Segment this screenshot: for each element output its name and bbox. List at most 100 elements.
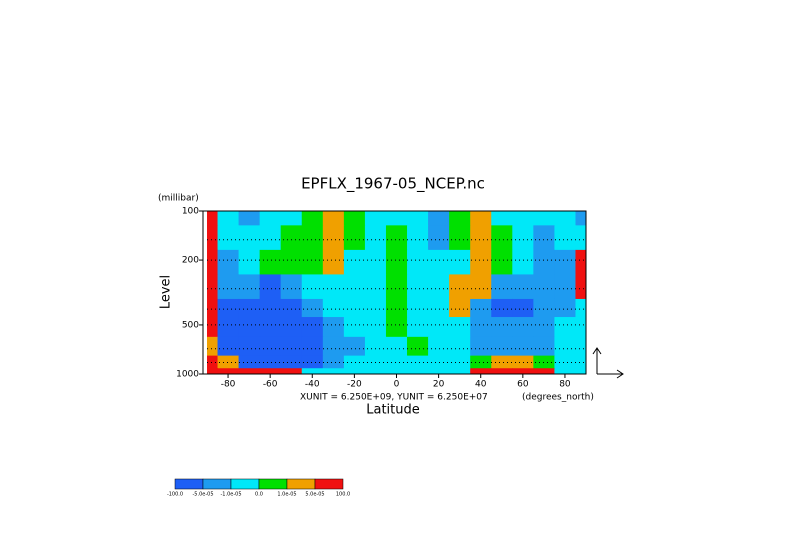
y-units: (millibar) xyxy=(158,194,199,204)
contour-cell xyxy=(385,249,408,275)
x-tick-label: -20 xyxy=(347,380,362,390)
contour-cell xyxy=(407,355,429,369)
contour-cell xyxy=(207,211,219,226)
contour-cell xyxy=(238,249,261,275)
contour-cell xyxy=(364,317,387,338)
contour-cell xyxy=(238,355,261,369)
contour-cell xyxy=(491,368,513,375)
contour-cell xyxy=(575,368,587,375)
contour-cell xyxy=(280,249,303,275)
contour-cell xyxy=(491,298,513,318)
contour-cell xyxy=(217,368,240,375)
contour-cell xyxy=(364,274,387,300)
contour-cell xyxy=(533,274,555,300)
contour-cell xyxy=(343,211,366,226)
contour-cell xyxy=(491,355,513,369)
contour-cell xyxy=(512,211,534,226)
contour-cell xyxy=(512,368,534,375)
contour-cell xyxy=(554,274,576,300)
contour-cell xyxy=(554,298,576,318)
contour-cell xyxy=(238,336,261,357)
contour-cell xyxy=(301,298,324,318)
contour-cell xyxy=(428,368,450,375)
contour-cell xyxy=(449,225,471,251)
contour-cell xyxy=(533,211,555,226)
contour-cell xyxy=(280,274,303,300)
contour-cell xyxy=(343,355,366,369)
contour-cell xyxy=(322,368,345,375)
contour-cell xyxy=(217,249,240,275)
contour-cell xyxy=(575,336,587,357)
contour-cell xyxy=(322,249,345,275)
contour-cell xyxy=(385,274,408,300)
contour-cell xyxy=(512,336,534,357)
contour-cell xyxy=(217,211,240,226)
contour-cell xyxy=(470,225,492,251)
contour-cell xyxy=(322,211,345,226)
colorbar-label: -1.0e-05 xyxy=(221,492,242,498)
colorbar-label: -100.0 xyxy=(167,492,183,498)
overlay xyxy=(199,210,587,378)
contour-cell xyxy=(207,274,219,300)
contour-cell xyxy=(470,211,492,226)
contour-cell xyxy=(322,274,345,300)
contour-cell xyxy=(280,368,303,375)
colorbar-swatch xyxy=(174,478,204,490)
vector-units: XUNIT = 6.250E+09, YUNIT = 6.250E+07 xyxy=(300,393,488,403)
y-tick-label: 200 xyxy=(182,256,199,266)
contour-cell xyxy=(385,225,408,251)
colorbar-swatch xyxy=(230,478,260,490)
contour-cell xyxy=(554,249,576,275)
contour-cell xyxy=(217,298,240,318)
contour-cell xyxy=(238,274,261,300)
contour-cell xyxy=(554,368,576,375)
contour-cell xyxy=(575,317,587,338)
contour-cell xyxy=(491,274,513,300)
contour-cell xyxy=(491,211,513,226)
colorbar-swatch xyxy=(202,478,232,490)
contour-cell xyxy=(238,225,261,251)
contour-cell xyxy=(280,211,303,226)
contour-cell xyxy=(470,336,492,357)
contour-cell xyxy=(554,225,576,251)
contour-cell xyxy=(385,211,408,226)
contour-cell xyxy=(533,317,555,338)
x-tick-label: 0 xyxy=(394,380,400,390)
contour-cell xyxy=(407,274,429,300)
contour-cell xyxy=(385,317,408,338)
contour-cell xyxy=(428,355,450,369)
contour-cell xyxy=(301,211,324,226)
contour-cell xyxy=(259,274,282,300)
contour-cell xyxy=(407,249,429,275)
contour-cell xyxy=(207,225,219,251)
contour-cell xyxy=(322,225,345,251)
chart-title: EPFLX_1967-05_NCEP.nc xyxy=(301,175,485,194)
contour-cell xyxy=(428,336,450,357)
contour-cell xyxy=(491,249,513,275)
contour-cell xyxy=(428,317,450,338)
contour-cell xyxy=(385,298,408,318)
contour-cell xyxy=(364,225,387,251)
contour-cell xyxy=(259,355,282,369)
contour-cell xyxy=(512,225,534,251)
contour-cell xyxy=(407,211,429,226)
contour-cell xyxy=(407,368,429,375)
reference-arrow-x xyxy=(597,369,624,379)
contour-cell xyxy=(449,249,471,275)
contour-cell xyxy=(512,298,534,318)
contour-cell xyxy=(301,336,324,357)
contour-cell xyxy=(343,274,366,300)
contour-cell xyxy=(428,211,450,226)
contour-cell xyxy=(322,298,345,318)
plot-frame xyxy=(202,210,587,375)
contour-cell xyxy=(575,355,587,369)
contour-cell xyxy=(533,355,555,369)
y-label: Level xyxy=(159,275,174,309)
contour-cell xyxy=(407,336,429,357)
contour-cell xyxy=(470,368,492,375)
y-tick-label: 100 xyxy=(182,207,199,217)
contour-cell xyxy=(449,317,471,338)
contour-cell xyxy=(449,274,471,300)
contour-cell xyxy=(322,355,345,369)
contour-cell xyxy=(554,355,576,369)
